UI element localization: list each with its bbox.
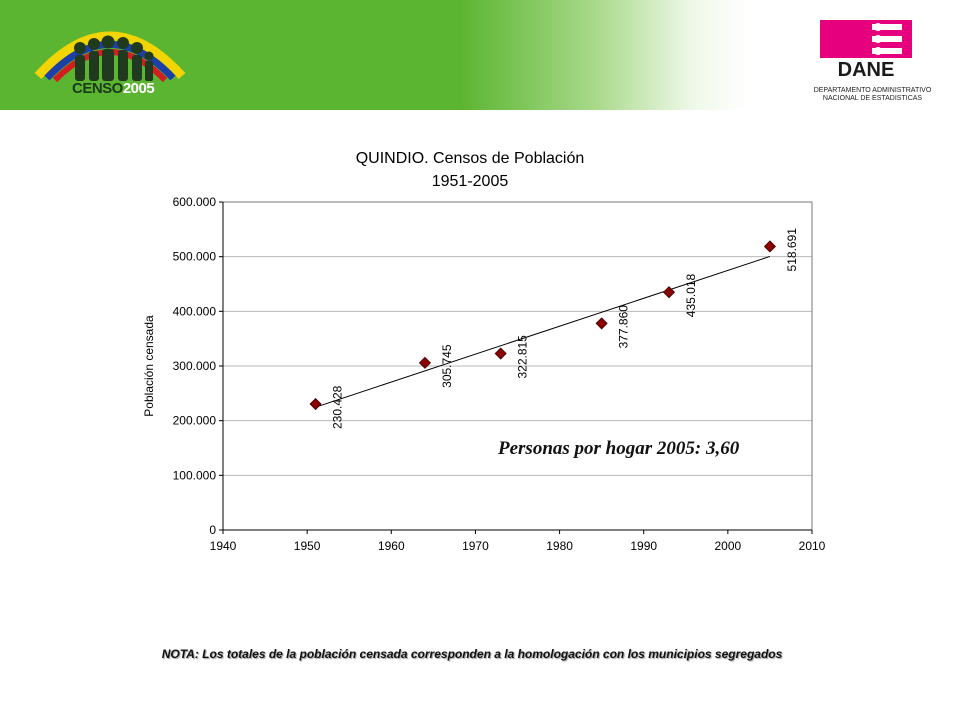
y-tick-label: 500.000 bbox=[173, 250, 217, 264]
x-tick-label: 1970 bbox=[462, 539, 489, 553]
censo-logo-text: CENSO2005 bbox=[72, 80, 155, 97]
data-point-marker bbox=[494, 347, 507, 360]
data-point-label: 305.745 bbox=[440, 344, 454, 388]
y-tick-label: 400.000 bbox=[173, 304, 217, 318]
y-tick-label: 0 bbox=[209, 523, 216, 537]
data-point-marker bbox=[418, 356, 432, 369]
data-point-label: 377.860 bbox=[617, 305, 631, 349]
data-point-marker bbox=[662, 286, 676, 299]
data-point-marker bbox=[763, 240, 776, 253]
x-tick-label: 1940 bbox=[210, 539, 237, 553]
data-point-label: 230.428 bbox=[331, 385, 345, 429]
x-tick-label: 1960 bbox=[378, 539, 405, 553]
persons-per-household-annotation: Personas por hogar 2005: 3,60 bbox=[498, 438, 740, 459]
chart-title: QUINDIO. Censos de Población bbox=[356, 150, 585, 167]
y-tick-label: 300.000 bbox=[173, 359, 217, 373]
trend-line bbox=[315, 255, 771, 408]
dane-subtitle: DEPARTAMENTO ADMINISTRATIVO NACIONAL DE … bbox=[790, 87, 955, 103]
dane-logo: DANE bbox=[820, 20, 912, 81]
x-tick-label: 1990 bbox=[630, 539, 657, 553]
header-banner: CENSO2005 DANE DEPARTAMENTO ADMINISTRATI… bbox=[0, 0, 960, 110]
x-tick-label: 2000 bbox=[715, 539, 742, 553]
y-tick-label: 200.000 bbox=[173, 414, 217, 428]
y-axis-label: Población censada bbox=[142, 315, 156, 417]
dane-subtitle-line2: NACIONAL DE ESTADISTICAS bbox=[822, 95, 923, 102]
y-tick-label: 100.000 bbox=[173, 468, 217, 482]
x-tick-label: 1950 bbox=[294, 539, 321, 553]
data-point-label: 322.815 bbox=[516, 335, 530, 379]
data-point-marker bbox=[595, 317, 608, 330]
x-tick-label: 1980 bbox=[546, 539, 573, 553]
dane-subtitle-line1: DEPARTAMENTO ADMINISTRATIVO bbox=[813, 87, 932, 94]
x-tick-label: 2010 bbox=[799, 539, 826, 553]
chart-subtitle: 1951-2005 bbox=[432, 173, 509, 190]
y-tick-label: 600.000 bbox=[173, 195, 217, 209]
data-point-label: 518.691 bbox=[785, 228, 799, 272]
censo-2005-logo bbox=[30, 6, 190, 106]
footnote: NOTA: Los totales de la población censad… bbox=[161, 647, 783, 661]
data-point-label: 435.018 bbox=[684, 273, 698, 317]
dane-logo-text: DANE bbox=[838, 59, 895, 78]
data-point-marker bbox=[309, 397, 322, 411]
